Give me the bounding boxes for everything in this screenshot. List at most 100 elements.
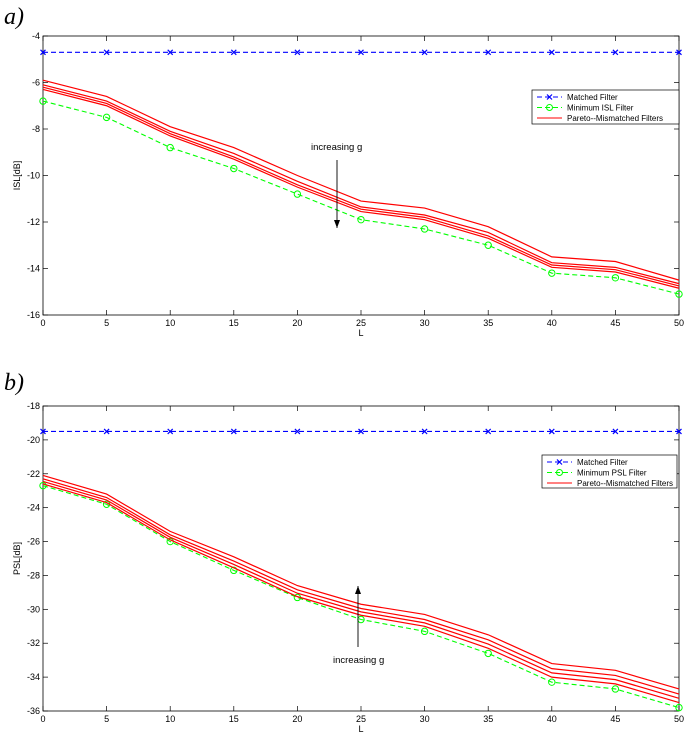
data-point-x-marker	[40, 428, 46, 435]
x-tick-label: 45	[610, 714, 620, 724]
marker-stroke	[294, 428, 301, 435]
y-tick-label: -8	[32, 124, 40, 134]
x-tick-label: 10	[165, 318, 175, 328]
series-line	[42, 480, 680, 699]
data-point-circle-marker	[39, 97, 47, 105]
x-tick-label: 40	[547, 714, 557, 724]
data-point-circle-marker	[420, 627, 429, 636]
y-tick-label: -16	[27, 310, 40, 320]
series-line	[42, 474, 680, 690]
marker-stroke	[40, 49, 46, 56]
y-tick-label: -30	[27, 604, 40, 614]
x-tick-label: 20	[292, 714, 302, 724]
y-tick-label: -32	[27, 638, 40, 648]
annotation-arrow-head	[355, 586, 361, 594]
x-tick-label: 25	[356, 318, 366, 328]
data-point-circle-marker	[611, 274, 620, 282]
marker-stroke	[676, 49, 682, 56]
legend-marker	[546, 104, 553, 111]
x-tick-label: 45	[610, 318, 620, 328]
data-point-x-marker	[358, 49, 364, 56]
data-point-x-marker	[294, 49, 301, 56]
annotation-arrow-head	[334, 220, 340, 228]
x-tick-label: 0	[40, 318, 45, 328]
series-line	[42, 100, 680, 295]
legend-marker	[546, 94, 553, 100]
data-point-circle-marker	[548, 269, 556, 277]
x-tick-label: 50	[674, 714, 684, 724]
data-point-circle-marker	[675, 703, 683, 712]
data-point-circle-marker	[611, 685, 620, 693]
marker-stroke	[548, 428, 555, 435]
marker-stroke	[612, 49, 619, 56]
data-point-circle-marker	[484, 649, 492, 658]
legend-entry-label: Minimum ISL Filter	[567, 104, 634, 113]
x-tick-label: 5	[104, 714, 109, 724]
marker-stroke	[612, 428, 619, 435]
data-point-circle-marker	[357, 215, 365, 224]
x-tick-label: 15	[229, 714, 239, 724]
series-line	[42, 88, 680, 289]
marker-stroke	[548, 49, 555, 56]
x-tick-label: 35	[483, 318, 493, 328]
data-point-x-marker	[421, 49, 428, 56]
data-point-x-marker	[676, 49, 682, 56]
legend-marker	[556, 459, 563, 465]
data-point-x-marker	[485, 428, 492, 435]
y-tick-label: -10	[27, 171, 40, 181]
x-axis-label: L	[358, 724, 363, 733]
x-tick-label: 40	[547, 318, 557, 328]
series-line	[42, 485, 680, 709]
x-tick-label: 35	[483, 714, 493, 724]
y-tick-label: -18	[27, 401, 40, 411]
panel-label: a)	[4, 4, 24, 30]
data-point-x-marker	[230, 428, 237, 435]
data-point-circle-marker	[548, 678, 556, 686]
annotation-increasing-g: increasing g	[311, 142, 362, 153]
data-point-circle-marker	[675, 290, 683, 298]
marker-stroke	[485, 49, 492, 56]
y-axis-label: PSL[dB]	[12, 542, 22, 575]
marker-stroke	[167, 49, 174, 56]
legend-entry-label: Pareto--Mismatched Filters	[577, 479, 673, 488]
y-tick-label: -26	[27, 537, 40, 547]
data-point-x-marker	[548, 49, 555, 56]
y-tick-label: -6	[32, 78, 40, 88]
x-tick-label: 0	[40, 714, 45, 724]
marker-stroke	[358, 49, 364, 56]
data-point-circle-marker	[420, 225, 429, 233]
data-point-x-marker	[612, 49, 619, 56]
y-tick-label: -4	[32, 31, 40, 41]
marker-stroke	[358, 428, 364, 435]
marker-stroke	[485, 428, 492, 435]
series-line	[42, 478, 680, 695]
data-point-x-marker	[612, 428, 619, 435]
y-tick-label: -14	[27, 264, 40, 274]
x-tick-label: 10	[165, 714, 175, 724]
data-point-x-marker	[230, 49, 237, 56]
marker-stroke	[40, 428, 46, 435]
legend-entry-label: Pareto--Mismatched Filters	[567, 114, 663, 123]
marker-stroke	[103, 49, 110, 56]
marker-stroke	[103, 428, 110, 435]
marker-stroke	[421, 49, 428, 56]
data-point-circle-marker	[230, 164, 238, 173]
series-line	[42, 79, 680, 281]
data-point-circle-marker	[166, 143, 174, 152]
data-point-x-marker	[103, 49, 110, 56]
data-point-circle-marker	[230, 566, 238, 575]
data-point-x-marker	[548, 428, 555, 435]
y-tick-label: -20	[27, 435, 40, 445]
x-tick-label: 50	[674, 318, 684, 328]
data-point-circle-marker	[39, 481, 47, 490]
y-tick-label: -12	[27, 217, 40, 227]
marker-stroke	[421, 428, 428, 435]
x-tick-label: 20	[292, 318, 302, 328]
data-point-x-marker	[676, 428, 682, 435]
marker-stroke	[676, 428, 682, 435]
data-point-x-marker	[294, 428, 301, 435]
y-tick-label: -28	[27, 570, 40, 580]
data-point-x-marker	[167, 428, 174, 435]
data-point-x-marker	[421, 428, 428, 435]
